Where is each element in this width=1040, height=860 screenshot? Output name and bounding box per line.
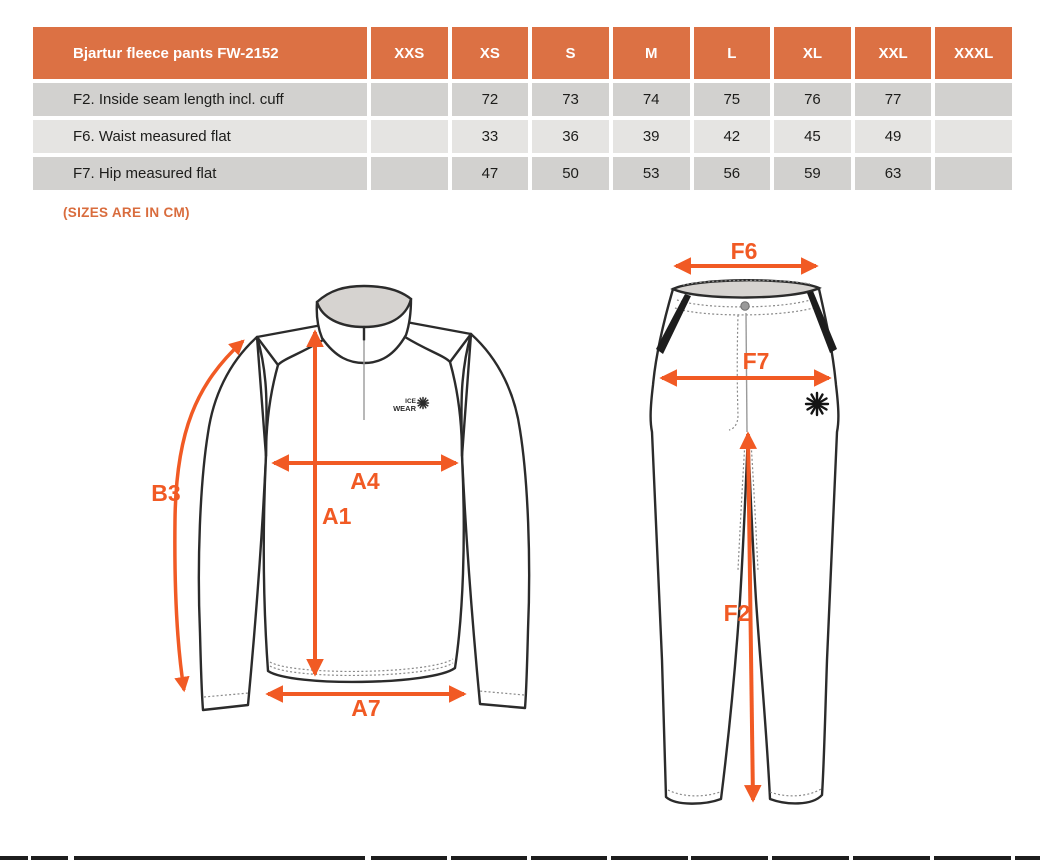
fleece-pants-drawing: F6 F7 F2 bbox=[649, 238, 840, 805]
table-cell: 76 bbox=[774, 83, 851, 116]
shirt-collar-inside bbox=[315, 284, 413, 329]
label-f7: F7 bbox=[743, 348, 770, 374]
table-cell bbox=[935, 120, 1012, 153]
label-b3: B3 bbox=[151, 480, 180, 506]
arrow-b3 bbox=[173, 339, 245, 693]
shirt-left-sleeve bbox=[197, 335, 268, 712]
size-table: Bjartur fleece pants FW-2152 XXS XS S M … bbox=[33, 27, 1012, 190]
pants-snowflake-icon bbox=[804, 391, 830, 417]
units-caption: (SIZES ARE IN CM) bbox=[63, 205, 190, 220]
label-f6: F6 bbox=[731, 238, 758, 264]
size-col-xxxl: XXXL bbox=[935, 27, 1012, 79]
table-cell bbox=[935, 157, 1012, 190]
arrow-f2 bbox=[739, 431, 762, 803]
size-col-s: S bbox=[532, 27, 609, 79]
table-cell: 42 bbox=[693, 120, 771, 153]
pants-right-pocket bbox=[807, 291, 837, 353]
fleece-top-drawing: ICE WEAR B3 A4 A1 A bbox=[151, 284, 531, 721]
icewear-logo: ICE WEAR bbox=[393, 396, 430, 413]
pants-measure-arrows: F6 F7 F2 bbox=[659, 238, 832, 803]
logo-text-ice: ICE bbox=[405, 398, 417, 405]
table-cell: 74 bbox=[612, 83, 690, 116]
size-col-xxs: XXS bbox=[371, 27, 448, 79]
row-f2-label: F2. Inside seam length incl. cuff bbox=[33, 83, 367, 116]
size-col-l: L bbox=[693, 27, 771, 79]
table-cell: 53 bbox=[612, 157, 690, 190]
pants-fly-stitch bbox=[728, 314, 739, 431]
label-a4: A4 bbox=[350, 468, 380, 494]
size-col-m: M bbox=[612, 27, 690, 79]
label-f2: F2 bbox=[724, 600, 751, 626]
table-cell: 63 bbox=[854, 157, 932, 190]
table-cell: 47 bbox=[451, 157, 529, 190]
table-cell: 59 bbox=[774, 157, 851, 190]
table-cell: 39 bbox=[612, 120, 690, 153]
table-cell bbox=[371, 120, 448, 153]
table-cell: 49 bbox=[854, 120, 932, 153]
pants-waist-inside bbox=[670, 279, 822, 299]
pants-left-pocket bbox=[656, 294, 691, 354]
table-cell: 75 bbox=[693, 83, 771, 116]
table-cell bbox=[371, 157, 448, 190]
size-col-xl: XL bbox=[774, 27, 851, 79]
table-cell: 36 bbox=[532, 120, 609, 153]
table-cell bbox=[935, 83, 1012, 116]
table-cell: 50 bbox=[532, 157, 609, 190]
table-cell: 33 bbox=[451, 120, 529, 153]
logo-text-wear: WEAR bbox=[393, 404, 416, 413]
size-col-xxl: XXL bbox=[854, 27, 932, 79]
size-col-xs: XS bbox=[451, 27, 529, 79]
size-table-title: Bjartur fleece pants FW-2152 bbox=[33, 27, 367, 79]
table-cell: 77 bbox=[854, 83, 932, 116]
next-table-top-edge bbox=[0, 856, 1040, 860]
table-cell: 45 bbox=[774, 120, 851, 153]
logo-snowflake-icon bbox=[416, 396, 430, 410]
table-cell: 73 bbox=[532, 83, 609, 116]
row-f7-label: F7. Hip measured flat bbox=[33, 157, 367, 190]
table-cell: 56 bbox=[693, 157, 771, 190]
label-a1: A1 bbox=[322, 503, 352, 529]
table-cell: 72 bbox=[451, 83, 529, 116]
shirt-right-sleeve bbox=[460, 332, 531, 710]
pants-button bbox=[740, 301, 750, 311]
row-f6-label: F6. Waist measured flat bbox=[33, 120, 367, 153]
table-cell bbox=[371, 83, 448, 116]
label-a7: A7 bbox=[351, 695, 380, 721]
shirt-measure-arrows: B3 A4 A1 A7 bbox=[151, 329, 467, 721]
